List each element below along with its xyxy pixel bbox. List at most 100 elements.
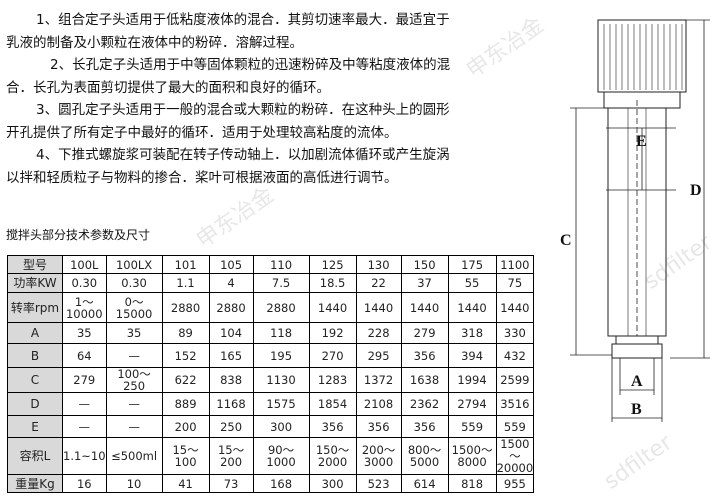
mixer-head [611, 343, 663, 359]
table-cell: 100～250 [105, 367, 163, 393]
table-cell: 1168 [208, 392, 254, 416]
table-cell: 1638 [400, 367, 449, 393]
table-row: C 279 100～250 622 838 1130 1283 1372 1638 1994 259… [7, 367, 535, 393]
label-b: B [631, 401, 642, 418]
table-cell: 1854 [308, 392, 357, 416]
table-cell: 100L [62, 255, 107, 274]
table-cell: 523 [355, 474, 402, 493]
table-cell: 2880 [161, 292, 210, 323]
table-cell: 22 [355, 273, 402, 293]
mixer-diagram: E C D A B [560, 19, 710, 422]
table-cell: 41 [161, 474, 210, 493]
table-cell: 1.1 [161, 273, 210, 293]
table-cell: 889 [161, 392, 210, 416]
table-cell: 89 [161, 322, 210, 344]
table-cell: 432 [495, 343, 535, 368]
table-cell: 0.30 [105, 273, 163, 293]
table-row: 容积L 1.1~10 ≤500ml 15～100 15～200 90～1000 150～20… [7, 437, 535, 475]
table-cell: 394 [447, 343, 497, 368]
table-row: 功率KW 0.30 0.30 1.1 4 7.5 18.5 22 37 55 75 [7, 273, 535, 293]
table-cell: 15～200 [208, 437, 254, 475]
table-cell: 195 [252, 343, 310, 368]
row-label: 功率KW [7, 273, 63, 293]
table-row: D — —889 1168 1575 1854 2108 2362 2794 3516 [7, 392, 535, 416]
table-cell: 0～15000 [105, 292, 163, 323]
table-cell: 90～1000 [252, 437, 310, 475]
table-cell: 2794 [447, 392, 497, 416]
table-cell: — [62, 415, 107, 438]
row-label: D [7, 392, 63, 416]
table-cell: 2880 [252, 292, 310, 323]
table-cell: 800～5000 [400, 437, 449, 475]
table-cell: 175 [447, 255, 497, 274]
table-cell: 1440 [447, 292, 497, 323]
table-cell: 318 [447, 322, 497, 344]
table-cell: 356 [308, 415, 357, 438]
table-cell: 1283 [308, 367, 357, 393]
table-cell: 100LX [105, 255, 163, 274]
row-label: 转率rpm [7, 292, 63, 323]
table-cell: 55 [447, 273, 497, 293]
table-cell: 10 [105, 474, 163, 493]
table-cell: 1440 [495, 292, 535, 323]
table-cell: 118 [252, 322, 310, 344]
table-cell: — [62, 392, 107, 416]
table-cell: 2599 [495, 367, 535, 393]
label-d: D [690, 182, 702, 199]
table-cell: 1372 [355, 367, 402, 393]
table-cell: 1440 [400, 292, 449, 323]
table-cell: 270 [308, 343, 357, 368]
paragraph-4: 4、下推式螺旋浆可装配在转子传动轴上．以加剧流体循环或产生旋涡 以拌和轻质粒子与物… [6, 147, 450, 186]
table-cell: 0.30 [62, 273, 107, 293]
table-cell: 35 [105, 322, 163, 344]
label-c: C [560, 232, 572, 249]
paragraph-1: 1、组合定子头适用于低粘度液体的混合．其剪切速率最大．最适宜于 乳液的制备及小颗粒… [6, 12, 450, 51]
label-e: E [636, 133, 647, 150]
table-cell: 622 [161, 367, 210, 393]
table-cell: 2362 [400, 392, 449, 416]
label-a: A [631, 373, 643, 390]
table-cell: 104 [208, 322, 254, 344]
table-cell: 250 [208, 415, 254, 438]
table-cell: 1130 [252, 367, 310, 393]
table-cell: 356 [355, 415, 402, 438]
table-cell: 2108 [355, 392, 402, 416]
table-cell: 15～100 [161, 437, 210, 475]
table-cell: 295 [355, 343, 402, 368]
table-cell: 110 [252, 255, 310, 274]
table-cell: 559 [495, 415, 535, 438]
table-cell: 64 [62, 343, 107, 368]
paragraph-2: 2、长孔定子头适用于中等固体颗粒的迅速粉碎及中等粘度液体的混 合．长孔为表面剪切提… [6, 57, 451, 96]
table-row: A 35 35 89 104 118 192 228 279 318 330 [7, 322, 535, 344]
row-label: B [7, 343, 63, 368]
table-cell: 4 [208, 273, 254, 293]
watermark: 申东冶金 [192, 182, 279, 254]
table-cell: — [105, 415, 163, 438]
row-label: 容积L [7, 437, 63, 475]
table-cell: 192 [308, 322, 357, 344]
table-cell: 18.5 [308, 273, 357, 293]
table-cell: 1.1~10 [62, 437, 107, 475]
table-cell: 2880 [208, 292, 254, 323]
table-cell: 7.5 [252, 273, 310, 293]
table-cell: 200～3000 [355, 437, 402, 475]
table-cell: 1994 [447, 367, 497, 393]
table-row: B 64—152 165 195 270 295 356 394 432 [7, 343, 535, 368]
table-cell: 16 [62, 474, 107, 493]
row-label: E [7, 415, 63, 438]
row-label: A [7, 322, 63, 344]
table-cell: 125 [308, 255, 357, 274]
table-cell: 150～2000 [308, 437, 357, 475]
row-label: 型号 [7, 255, 63, 274]
table-row: 型号 100L 100LX 101 105 110 125 130 150 175 1100 [7, 255, 535, 274]
table-cell: 228 [355, 322, 402, 344]
table-cell: 3516 [495, 392, 535, 416]
table-cell: 165 [208, 343, 254, 368]
table-cell: 330 [495, 322, 535, 344]
table-cell: 1500～20000 [495, 437, 535, 475]
table-cell: 1～10000 [62, 292, 107, 323]
table-cell: 818 [447, 474, 497, 493]
table-cell: 73 [208, 474, 254, 493]
table-caption: 搅拌头部分技术参数及尺寸 [6, 228, 151, 242]
